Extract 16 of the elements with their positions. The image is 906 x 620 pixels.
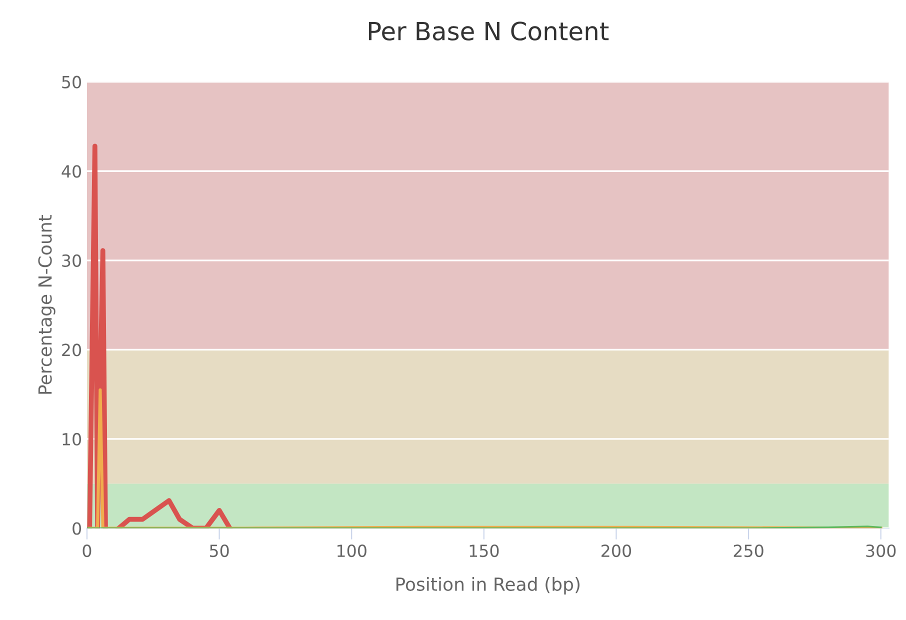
x-tick-label: 100 xyxy=(338,544,366,558)
x-tick-label: 250 xyxy=(734,544,764,558)
y-tick-label: 10 xyxy=(62,432,82,446)
chart-title: Per Base N Content xyxy=(369,22,609,41)
x-axis-title: Position in Read (bp) xyxy=(396,577,580,594)
y-axis-title: Percentage N-Count xyxy=(38,215,56,394)
x-tick-label: 200 xyxy=(602,544,632,558)
y-tick-label: 50 xyxy=(62,76,82,88)
y-tick-label: 40 xyxy=(62,165,82,178)
y-tick-label: 0 xyxy=(72,522,82,535)
y-tick-label: 20 xyxy=(62,344,82,356)
x-tick-label: 150 xyxy=(470,544,499,558)
x-tick-label: 300 xyxy=(866,544,896,558)
x-tick-label: 0 xyxy=(82,544,92,558)
x-tick-label: 50 xyxy=(210,544,229,558)
y-tick-label: 30 xyxy=(62,254,82,267)
